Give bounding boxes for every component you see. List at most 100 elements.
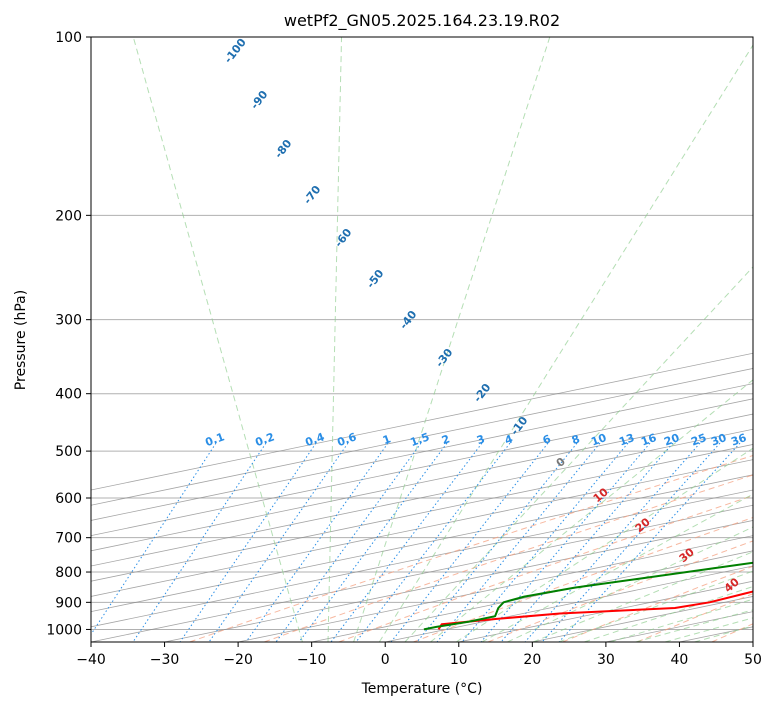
dry-adiabat [338,495,753,642]
wetbulb-label: 10 [591,485,611,505]
y-axis-label: Pressure (hPa) [13,290,29,390]
mixing-ratio-label: 4 [503,432,515,447]
isotherm-line [164,520,753,642]
mixing-ratio-label: 6 [541,432,553,447]
mixing-ratio-line [416,442,578,642]
y-tick-label: 800 [55,565,82,581]
y-tick-label: 500 [55,444,82,460]
mixing-ratio-label: 10 [589,431,608,449]
isotherm-line [532,595,753,642]
isotherm-line [91,504,753,642]
isotherm-line [91,428,753,567]
isotherm-label: -100 [222,36,249,66]
x-tick-label: 30 [597,652,615,668]
moist-adiabat [404,266,753,642]
y-tick-label: 100 [55,30,82,46]
moist-adiabat [694,625,753,642]
chart-title: wetPf2_GN05.2025.164.23.19.R02 [284,11,560,31]
x-tick-label: 10 [450,652,468,668]
x-tick-label: −30 [150,652,180,668]
mixing-ratio-label: 25 [689,431,708,448]
isotherm-label: -10 [508,414,531,438]
isotherm-label: -40 [397,308,420,332]
moist-adiabat [455,447,753,642]
mixing-ratio-line [480,442,651,642]
mixing-ratio-label: 16 [639,431,658,449]
moist-adiabat [635,609,753,642]
isotherm-line [91,474,753,613]
isotherm-line [91,413,753,552]
dry-adiabat [264,474,753,642]
y-tick-label: 300 [55,313,82,329]
mixing-ratio-label: 1.5 [408,430,431,449]
grid-layer [91,37,753,642]
mixing-ratio-label: 8 [570,432,582,447]
isotherm-line [458,580,753,642]
isotherm-line [91,444,753,582]
isotherm-line [91,489,753,628]
mixing-ratio-label: 0.2 [253,430,276,449]
mixing-ratio-line [524,442,701,642]
moist-adiabat [132,37,303,642]
dry-adiabat [413,516,753,642]
mixing-ratio-label: 36 [729,431,748,449]
moist-adiabat [353,37,551,642]
isotherm-label: -90 [248,88,271,112]
x-tick-label: 20 [523,652,541,668]
plot-frame [90,36,754,643]
x-tick-label: −10 [297,652,327,668]
series-layer [423,561,753,631]
mixing-ratio-label: 3 [475,432,487,447]
y-tick-label: 1000 [46,622,82,638]
background-lines [91,37,753,642]
x-axis-label: Temperature (°C) [361,681,483,697]
mixing-ratio-line [330,442,483,642]
line-labels: 0.1 0.2 0.4 0.6 1 1.5 2 3 4 6 8 10 13 16 20 25 30 36-100-… [203,36,748,595]
mixing-ratio-label: 30 [709,431,728,449]
mixing-ratio-label: 1 [381,432,393,447]
isotherm-line [238,535,753,642]
dewpoint-profile [423,561,753,631]
isotherm-label: -20 [471,381,494,405]
x-tick-label: 40 [671,652,689,668]
mixing-ratio-label: 0.6 [335,430,358,449]
mixing-ratio-line [275,442,422,642]
isotherm-line [752,641,753,642]
mixing-ratio-line [558,442,741,642]
isotherm-label: -30 [433,346,456,370]
y-tick-label: 600 [55,491,82,507]
mixing-ratio-line [298,442,448,642]
mixing-ratio-line [541,442,721,642]
x-tick-label: −20 [223,652,253,668]
mixing-ratio-line [179,442,317,642]
mixing-ratio-label: 0.1 [203,430,226,449]
isotherm-line [679,626,753,642]
moist-adiabat [378,44,753,642]
isotherm-label: -60 [332,226,355,250]
mixing-ratio-line [245,442,389,642]
mixing-ratio-label: 0.4 [303,430,326,449]
dry-adiabat [711,623,753,642]
y-tick-label: 200 [55,208,82,224]
x-tick-label: 0 [381,652,390,668]
dry-adiabat [189,454,753,642]
isotherm-label: -80 [272,137,295,161]
y-tick-label: 900 [55,595,82,611]
mixing-ratio-label: 20 [662,431,681,449]
mixing-ratio-line [208,442,349,642]
moist-adiabat [532,551,753,642]
isotherm-line [385,565,753,642]
mixing-ratio-label: 2 [440,432,452,447]
temperature-profile [437,590,753,630]
moist-adiabat [481,493,753,642]
isotherm-label: -50 [364,267,387,291]
y-tick-label: 700 [55,531,82,547]
mixing-ratio-line [436,442,601,642]
y-tick-label: 400 [55,387,82,403]
isotherm-label: -70 [301,183,324,207]
moist-adiabat [558,570,753,642]
wetbulb-label: 40 [722,575,742,595]
isotherm-line [91,459,753,597]
mixing-ratio-line [91,442,217,636]
